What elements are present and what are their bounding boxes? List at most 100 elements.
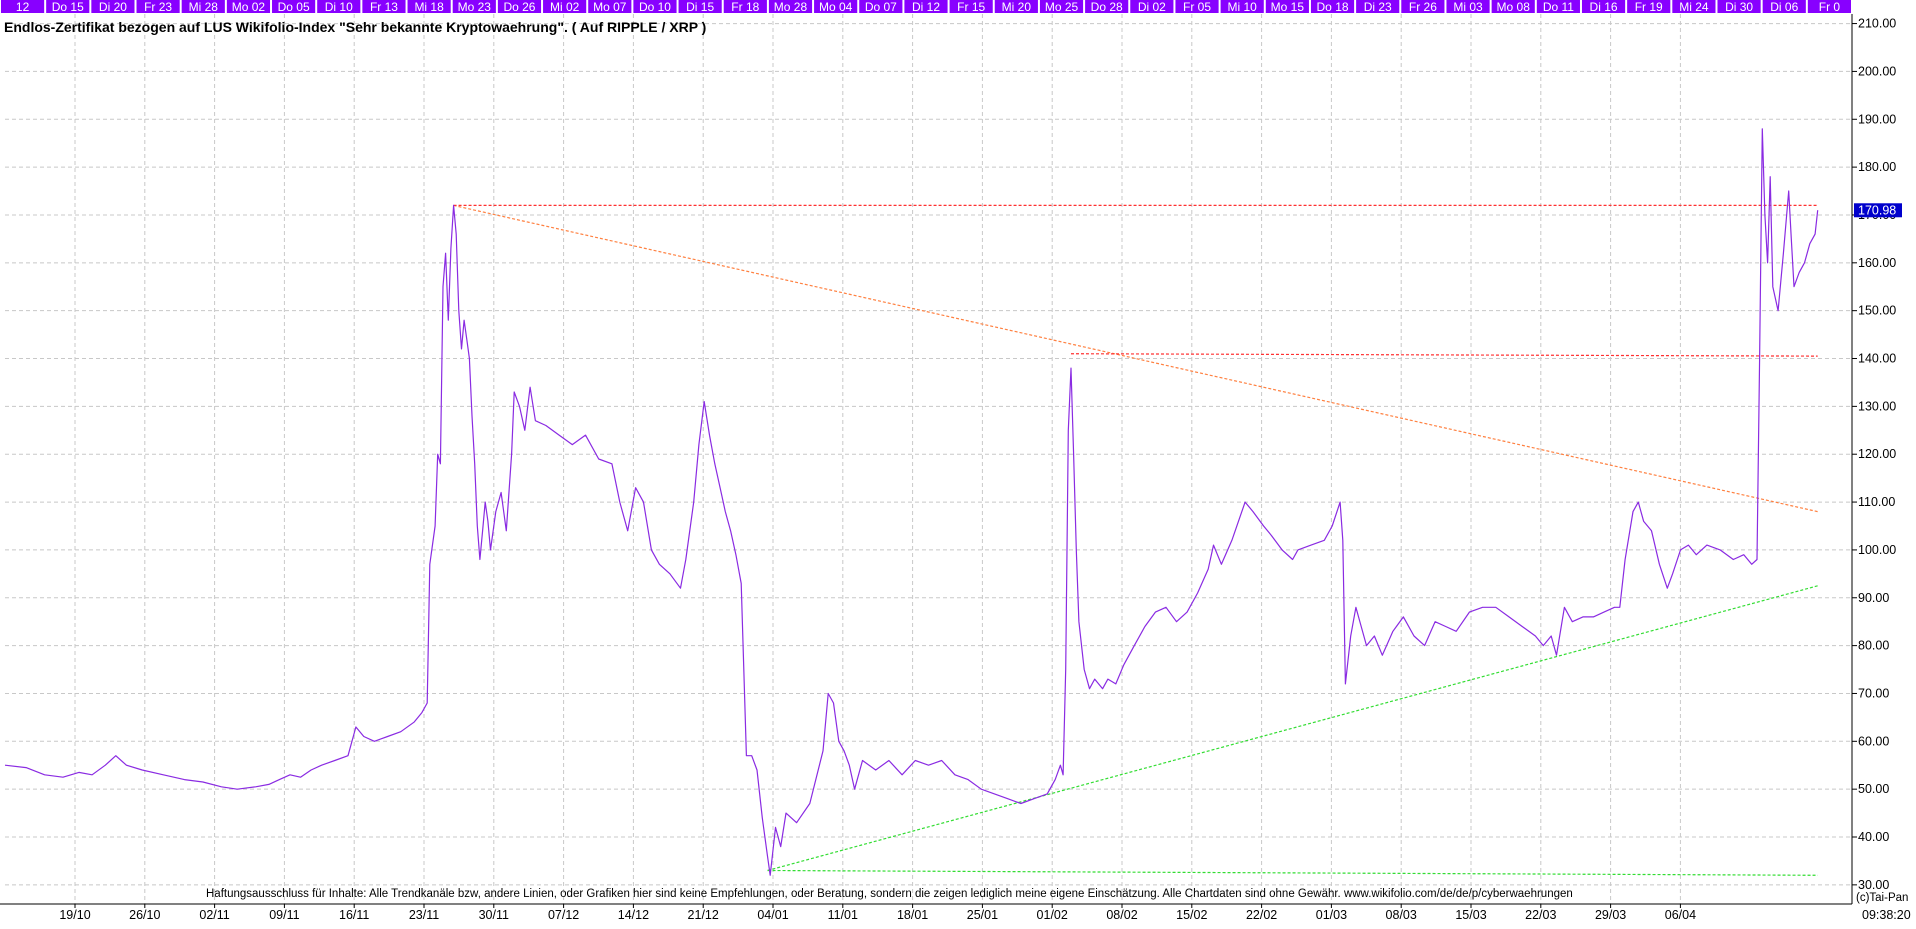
top-day-cell (91, 0, 135, 13)
top-day-cell (588, 0, 632, 13)
top-day-cell (1039, 0, 1084, 13)
x-tick-label: 25/01 (967, 908, 998, 922)
y-tick-label: 200.00 (1858, 64, 1896, 78)
top-day-cell (1581, 0, 1626, 13)
top-day-cell (226, 0, 271, 13)
top-day-cell (1356, 0, 1400, 13)
y-tick-label: 160.00 (1858, 256, 1896, 270)
y-tick-label: 190.00 (1858, 112, 1896, 126)
top-day-cell (362, 0, 406, 13)
top-day-cell (1310, 0, 1355, 13)
x-tick-label: 19/10 (59, 908, 90, 922)
top-day-cell (1491, 0, 1535, 13)
time-box (1853, 906, 1916, 924)
y-tick-label: 70.00 (1858, 686, 1889, 700)
top-day-bar: 12 Do 15 Di 20 Fr 23 Mi 28 Mo 02 Do 05 Di 10 Fr … (1, 0, 1851, 14)
top-day-cell (1220, 0, 1264, 13)
x-tick-label: 16/11 (339, 908, 369, 922)
y-tick-label: 140.00 (1858, 352, 1896, 366)
top-day-cell (1130, 0, 1174, 13)
top-day-label: Fr 13 (370, 0, 398, 14)
top-day-label: Fr 15 (957, 0, 985, 14)
y-tick-label: 100.00 (1858, 543, 1896, 557)
y-tick-label: 120.00 (1858, 447, 1896, 461)
y-tick-label: 80.00 (1858, 639, 1889, 653)
x-tick-label: 01/03 (1316, 908, 1347, 922)
time-label: 09:38:20 (1862, 908, 1911, 922)
x-tick-label: 30/11 (479, 908, 509, 922)
x-tick-label: 29/03 (1595, 908, 1626, 922)
top-day-label: Mo 23 (458, 0, 492, 14)
top-day-cell (1175, 0, 1219, 13)
top-day-label: Mi 28 (189, 0, 219, 14)
x-tick-label: 22/03 (1525, 908, 1556, 922)
trendline (767, 585, 1818, 872)
top-day-label: Di 12 (912, 0, 940, 14)
x-tick-label: 22/02 (1246, 908, 1277, 922)
y-tick-label: 50.00 (1858, 782, 1889, 796)
top-day-label: Mo 07 (593, 0, 627, 14)
top-day-label: Di 30 (1725, 0, 1753, 14)
top-day-label: Mo 08 (1497, 0, 1531, 14)
y-tick-label: 60.00 (1858, 734, 1889, 748)
top-day-label: Mo 15 (1271, 0, 1305, 14)
top-day-label: Do 07 (865, 0, 897, 14)
top-day-cell (949, 0, 993, 13)
x-tick-label: 11/01 (828, 908, 858, 922)
top-day-cell (317, 0, 361, 13)
top-day-label: Di 23 (1364, 0, 1392, 14)
top-day-label: Di 06 (1770, 0, 1798, 14)
y-tick-label: 30.00 (1858, 878, 1889, 892)
top-day-cell (1085, 0, 1129, 13)
top-day-cell (633, 0, 677, 13)
top-day-label: Di 15 (686, 0, 714, 14)
chart-title: Endlos-Zertifikat bezogen auf LUS Wikifo… (4, 19, 706, 35)
top-day-cell (497, 0, 542, 13)
top-day-cell (452, 0, 496, 13)
top-day-cell (1265, 0, 1309, 13)
x-tick-label: 26/10 (129, 908, 160, 922)
disclaimer-text: Haftungsausschluss für Inhalte: Alle Tre… (206, 888, 1573, 900)
top-day-label: Do 28 (1091, 0, 1123, 14)
top-day-cell (768, 0, 813, 13)
top-day-label: Mi 18 (414, 0, 444, 14)
top-day-label: Mi 24 (1679, 0, 1709, 14)
top-day-cell (723, 0, 767, 13)
top-day-label: Mi 02 (550, 0, 580, 14)
x-tick-label: 15/03 (1455, 908, 1486, 922)
last-value-box (1854, 203, 1902, 218)
copyright-label: (c)Tai-Pan (1856, 892, 1908, 904)
top-day-label: Mo 25 (1045, 0, 1079, 14)
top-day-cell (272, 0, 316, 13)
top-day-label: Mo 02 (232, 0, 266, 14)
top-day-label: Do 15 (52, 0, 84, 14)
x-tick-label: 08/03 (1386, 908, 1417, 922)
top-day-label: Fr 0 (1819, 0, 1841, 14)
x-tick-label: 04/01 (757, 908, 788, 922)
top-day-label: Di 16 (1590, 0, 1618, 14)
top-day-label: 12 (16, 0, 30, 14)
top-day-cell (1446, 0, 1490, 13)
top-day-label: Mo 04 (819, 0, 853, 14)
top-day-label: Di 20 (99, 0, 127, 14)
top-day-label: Fr 23 (144, 0, 172, 14)
top-day-cell (904, 0, 948, 13)
top-day-label: Mi 03 (1453, 0, 1483, 14)
series-line (4, 128, 1819, 876)
top-day-label: Do 26 (503, 0, 535, 14)
top-day-label: Fr 05 (1183, 0, 1211, 14)
y-tick-label: 210.00 (1858, 17, 1896, 31)
x-tick-label: 08/02 (1106, 908, 1137, 922)
x-tick-label: 14/12 (618, 908, 649, 922)
x-tick-label: 23/11 (409, 908, 439, 922)
x-tick-label: 02/11 (199, 908, 229, 922)
top-day-cell (46, 0, 90, 13)
top-day-label: Fr 26 (1409, 0, 1437, 14)
top-day-cell (1, 0, 45, 13)
x-tick-label: 07/12 (548, 908, 579, 922)
top-day-cell (1717, 0, 1761, 13)
y-tick-label: 40.00 (1858, 830, 1889, 844)
y-tick-label: 130.00 (1858, 399, 1896, 413)
top-day-label: Fr 18 (731, 0, 759, 14)
